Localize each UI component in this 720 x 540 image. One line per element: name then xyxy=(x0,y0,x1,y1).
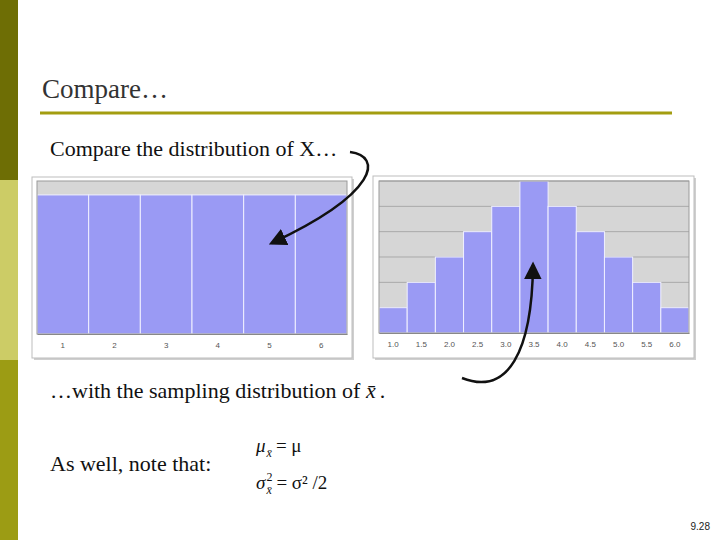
x-tick-label: 2.0 xyxy=(444,340,456,349)
formula-superscript: 2 xyxy=(266,470,272,484)
bar xyxy=(244,195,296,334)
x-tick: 2 xyxy=(112,334,117,350)
body-text-part: …with the sampling distribution of xyxy=(50,378,366,403)
x-tick: 2.0 xyxy=(444,333,456,349)
x-tick-label: 2 xyxy=(112,341,117,350)
formula-symbol: μ xyxy=(255,435,266,456)
title-rule xyxy=(40,112,672,115)
bar xyxy=(604,257,632,333)
bar xyxy=(407,282,435,333)
plot-frame xyxy=(379,181,689,333)
x-tick: 2.5 xyxy=(472,333,484,349)
bar xyxy=(548,206,576,333)
panel-shadow xyxy=(34,179,354,360)
bar xyxy=(464,232,492,333)
x-tick-label: 1.0 xyxy=(388,340,400,349)
arrow xyxy=(272,152,368,243)
bar xyxy=(37,195,89,334)
formula-rest: = μ xyxy=(276,435,302,456)
x-tick: 1.0 xyxy=(388,333,400,349)
body-text: As well, note that: xyxy=(50,451,211,476)
x-tick-label: 3 xyxy=(164,341,169,350)
x-tick-label: 2.5 xyxy=(472,340,484,349)
x-tick: 1.5 xyxy=(416,333,428,349)
grid xyxy=(379,181,689,333)
x-tick-label: 3.0 xyxy=(500,340,512,349)
formula-rest: = σ² /2 xyxy=(276,472,327,493)
bar xyxy=(661,308,689,333)
bar xyxy=(140,195,192,334)
bar xyxy=(192,195,244,334)
x-tick-label: 6.0 xyxy=(669,340,681,349)
arrow xyxy=(462,265,533,382)
chart: 1 2 3 4 5 6 xyxy=(32,177,354,360)
plot-background xyxy=(379,181,689,333)
x-tick: 3.0 xyxy=(500,333,512,349)
plot-frame xyxy=(37,181,347,334)
x-tick: 3.5 xyxy=(528,333,540,349)
x-tick: 5 xyxy=(267,334,272,350)
x-tick-label: 5.5 xyxy=(641,340,653,349)
panel xyxy=(32,177,352,358)
x-axis: 1.0 1.5 2.0 2.5 3.0 3.5 4.0 4.5 5.0 5.5 6.0 xyxy=(380,333,690,349)
bar xyxy=(379,308,407,333)
formula-subscript: x̄ xyxy=(266,446,273,460)
x-tick: 6 xyxy=(319,334,324,350)
x-tick-label: 1.5 xyxy=(416,340,428,349)
x-tick: 5.0 xyxy=(613,333,625,349)
x-tick-label: 3.5 xyxy=(528,340,540,349)
x-tick-label: 4 xyxy=(216,341,221,350)
x-axis-line xyxy=(38,334,348,335)
plot-background xyxy=(37,181,347,334)
bar xyxy=(633,282,661,333)
bar xyxy=(435,257,463,333)
x-tick-label: 4.5 xyxy=(585,340,597,349)
slide-title: Compare… xyxy=(42,74,168,104)
x-tick-label: 5 xyxy=(267,341,272,350)
slide-canvas: Compare… Compare the distribution of X… …w… xyxy=(0,0,720,540)
bars xyxy=(37,195,347,334)
bar xyxy=(89,195,141,334)
x-axis-line xyxy=(380,333,690,334)
x-tick-label: 1 xyxy=(61,341,66,350)
x-tick-label: 6 xyxy=(319,341,324,350)
chart: 1.0 1.5 2.0 2.5 3.0 3.5 4.0 4.5 5.0 5.5 6.0 xyxy=(373,176,696,360)
bar xyxy=(520,181,548,333)
body-text-part: . xyxy=(380,378,386,403)
x-tick-label: 4.0 xyxy=(557,340,569,349)
bar xyxy=(492,206,520,333)
body-text: Compare the distribution of X… xyxy=(50,136,337,161)
x-tick: 6.0 xyxy=(669,333,681,349)
x-tick: 4.5 xyxy=(585,333,597,349)
x-tick: 4 xyxy=(216,334,221,350)
math-symbol: x̄ xyxy=(365,378,376,403)
bar xyxy=(576,232,604,333)
bars xyxy=(379,181,689,333)
side-strip xyxy=(0,180,18,360)
panel-shadow xyxy=(375,178,696,360)
formula-subscript: x̄ xyxy=(265,483,272,497)
x-axis: 1 2 3 4 5 6 xyxy=(38,334,348,350)
side-strip xyxy=(0,0,18,180)
page-number: 9.28 xyxy=(691,521,711,532)
body-text: …with the sampling distribution of x̄. xyxy=(50,378,385,403)
x-tick: 5.5 xyxy=(641,333,653,349)
x-tick: 1 xyxy=(61,334,66,350)
x-tick: 4.0 xyxy=(557,333,569,349)
slide: Compare… Compare the distribution of X… …w… xyxy=(0,0,720,540)
formula-symbol: σ xyxy=(256,472,266,493)
x-tick-label: 5.0 xyxy=(613,340,625,349)
side-strip xyxy=(0,360,18,540)
x-tick: 3 xyxy=(164,334,169,350)
